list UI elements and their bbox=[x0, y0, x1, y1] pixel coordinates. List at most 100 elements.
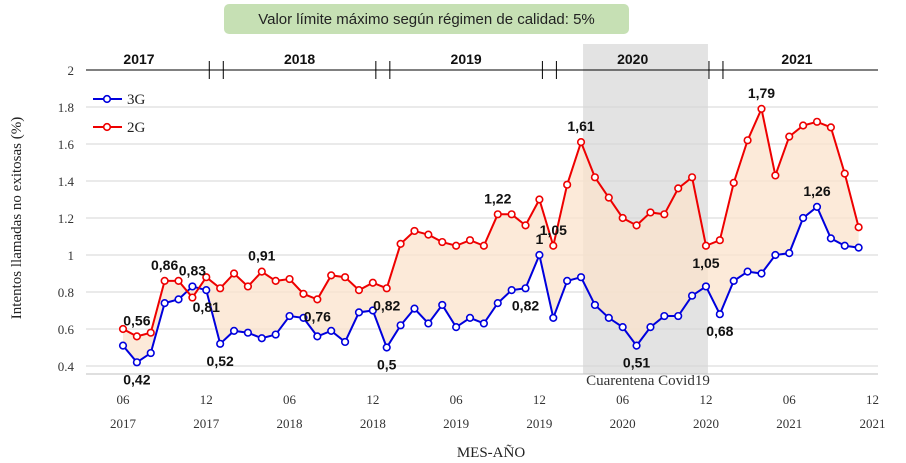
x-tick-year: 2020 bbox=[693, 416, 719, 431]
x-tick-year: 2018 bbox=[277, 416, 303, 431]
data-point-3G bbox=[368, 306, 377, 315]
data-point-3G bbox=[812, 202, 822, 211]
y-tick-label: 1 bbox=[68, 248, 75, 263]
data-point-3G bbox=[729, 276, 738, 286]
x-tick-year: 2019 bbox=[526, 416, 552, 431]
data-point-3G bbox=[438, 300, 447, 310]
data-label: 0,86 bbox=[151, 257, 178, 273]
year-label: 2020 bbox=[617, 51, 648, 67]
data-label: 0,52 bbox=[207, 353, 234, 369]
data-point-2G bbox=[271, 276, 280, 286]
data-point-3G bbox=[604, 313, 613, 323]
data-point-3G bbox=[757, 269, 766, 278]
data-label: 1,05 bbox=[692, 255, 719, 271]
data-point-3G bbox=[188, 282, 197, 291]
data-point-2G bbox=[660, 210, 669, 219]
y-tick-label: 0.6 bbox=[58, 322, 75, 337]
data-point-2G bbox=[590, 173, 600, 182]
data-point-3G bbox=[799, 213, 808, 223]
data-point-3G bbox=[632, 341, 641, 350]
data-label: 1,22 bbox=[484, 190, 511, 206]
x-tick-month: 06 bbox=[783, 392, 797, 407]
data-point-2G bbox=[535, 195, 544, 204]
data-point-3G bbox=[660, 311, 669, 321]
x-tick-month: 06 bbox=[450, 392, 464, 407]
x-tick-month: 12 bbox=[533, 392, 546, 407]
data-label: 0,51 bbox=[623, 355, 650, 371]
x-tick-month: 12 bbox=[366, 392, 379, 407]
data-point-2G bbox=[327, 271, 336, 280]
data-point-3G bbox=[313, 332, 322, 341]
data-point-2G bbox=[826, 123, 835, 132]
data-label: 0,82 bbox=[512, 297, 539, 313]
data-point-2G bbox=[285, 274, 294, 284]
x-tick-year: 2019 bbox=[443, 416, 469, 431]
data-label: 0,56 bbox=[123, 312, 150, 328]
data-point-2G bbox=[479, 241, 488, 250]
data-point-2G bbox=[299, 289, 308, 298]
data-point-2G bbox=[452, 241, 461, 250]
quality-limit-banner: Valor límite máximo según régimen de cal… bbox=[224, 4, 629, 34]
data-point-3G bbox=[826, 234, 835, 243]
data-point-2G bbox=[576, 138, 586, 147]
data-point-2G bbox=[313, 295, 322, 304]
data-point-3G bbox=[382, 343, 391, 352]
data-point-2G bbox=[840, 169, 849, 178]
legend: 3G 2G bbox=[93, 92, 146, 136]
data-point-2G bbox=[354, 286, 364, 295]
data-point-2G bbox=[854, 223, 863, 232]
data-point-3G bbox=[771, 250, 780, 260]
data-point-3G bbox=[618, 323, 627, 332]
data-point-2G bbox=[687, 173, 697, 182]
data-label: 1,26 bbox=[803, 183, 830, 199]
data-point-2G bbox=[729, 178, 738, 187]
x-tick-year: 2017 bbox=[193, 416, 220, 431]
data-point-3G bbox=[701, 282, 711, 291]
legend-marker-2G bbox=[102, 122, 112, 132]
data-point-3G bbox=[590, 300, 600, 310]
y-axis-label: Intentos llamadas no exitosas (%) bbox=[9, 117, 25, 319]
data-point-3G bbox=[715, 310, 724, 319]
data-point-3G bbox=[202, 286, 211, 295]
data-label: 1 bbox=[536, 231, 544, 247]
data-point-2G bbox=[674, 184, 683, 193]
data-label: 0,5 bbox=[377, 357, 397, 373]
data-point-3G bbox=[563, 276, 572, 286]
data-point-3G bbox=[674, 311, 683, 321]
data-point-2G bbox=[549, 241, 558, 250]
x-axis-label: MES-AÑO bbox=[457, 445, 526, 461]
data-point-2G bbox=[146, 328, 155, 337]
data-point-2G bbox=[118, 324, 128, 334]
y-tick-label: 1.8 bbox=[58, 100, 74, 115]
data-point-3G bbox=[521, 284, 530, 293]
data-point-3G bbox=[327, 326, 336, 335]
data-point-3G bbox=[535, 250, 544, 260]
data-point-3G bbox=[493, 299, 502, 308]
data-point-2G bbox=[715, 236, 724, 245]
data-point-2G bbox=[521, 221, 530, 230]
x-tick-month: 12 bbox=[699, 392, 712, 407]
data-point-3G bbox=[785, 249, 794, 258]
data-point-3G bbox=[410, 304, 419, 313]
data-point-2G bbox=[493, 210, 502, 219]
data-point-2G bbox=[618, 213, 627, 223]
data-label: 1,05 bbox=[540, 222, 567, 238]
data-point-2G bbox=[424, 230, 433, 239]
data-point-2G bbox=[382, 284, 391, 293]
data-labels: 0,42 0,56 0,86 0,83 0,81 0,52 0,91 0,76 0,5 0,82 1… bbox=[123, 85, 831, 387]
data-label: 0,76 bbox=[304, 308, 331, 324]
data-point-2G bbox=[410, 226, 419, 236]
data-point-3G bbox=[840, 241, 849, 250]
x-tick-month: 12 bbox=[200, 392, 213, 407]
data-point-3G bbox=[576, 273, 586, 282]
data-point-2G bbox=[438, 237, 447, 247]
data-point-2G bbox=[507, 210, 516, 219]
data-label: 0,81 bbox=[193, 299, 220, 315]
y-tick-label: 2 bbox=[68, 63, 75, 78]
data-point-2G bbox=[799, 121, 808, 130]
y-tick-label: 1.6 bbox=[58, 137, 75, 152]
data-point-3G bbox=[507, 286, 516, 295]
data-point-2G bbox=[646, 208, 655, 217]
year-label: 2018 bbox=[284, 51, 315, 67]
